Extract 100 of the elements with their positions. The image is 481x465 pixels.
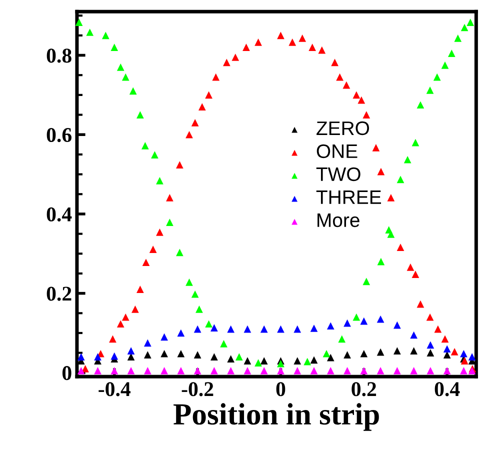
point — [326, 354, 334, 362]
point — [210, 353, 218, 360]
point — [260, 357, 268, 364]
point — [426, 313, 434, 321]
point — [412, 270, 420, 278]
point — [394, 321, 401, 329]
point — [448, 50, 456, 57]
point — [191, 119, 199, 126]
point — [191, 290, 199, 298]
point — [441, 62, 449, 69]
point — [443, 345, 451, 353]
point — [426, 86, 434, 94]
point — [186, 130, 193, 138]
x-tick-label: -0.4 — [98, 382, 130, 396]
y-tick-label: 0.4 — [46, 207, 72, 222]
legend-label: More — [318, 214, 360, 228]
point — [110, 352, 118, 360]
point — [294, 325, 302, 333]
point — [177, 329, 185, 337]
point — [176, 161, 184, 168]
point — [396, 176, 404, 184]
point — [352, 313, 360, 321]
x-tick-label: 0.4 — [434, 382, 460, 396]
point — [358, 96, 366, 104]
point — [387, 230, 395, 238]
point — [394, 367, 401, 374]
point — [129, 87, 137, 95]
point — [310, 324, 318, 332]
point — [342, 81, 350, 89]
point — [277, 325, 284, 333]
point — [151, 151, 158, 159]
point — [102, 32, 110, 40]
point — [336, 73, 344, 81]
point — [377, 258, 385, 266]
point — [396, 244, 404, 251]
point — [387, 194, 395, 202]
point — [122, 313, 130, 321]
point — [242, 44, 250, 52]
point — [260, 367, 268, 374]
point — [288, 38, 296, 46]
point — [212, 73, 220, 81]
point — [160, 367, 168, 374]
point — [235, 353, 243, 360]
point — [186, 278, 193, 286]
point — [416, 101, 424, 109]
point — [205, 320, 212, 328]
point — [144, 339, 152, 347]
point — [232, 54, 240, 61]
point — [222, 58, 230, 66]
point — [310, 356, 318, 364]
point — [344, 319, 351, 327]
point — [227, 355, 235, 362]
point — [127, 367, 135, 374]
point — [426, 367, 434, 374]
point — [122, 73, 130, 81]
point — [443, 367, 451, 374]
point — [360, 317, 368, 325]
point — [454, 34, 462, 42]
point — [412, 138, 420, 146]
point — [426, 349, 434, 357]
point — [308, 44, 316, 52]
x-tick-label: 0 — [276, 382, 286, 396]
point — [166, 218, 174, 226]
point — [75, 18, 83, 26]
point — [260, 325, 268, 333]
point — [294, 367, 302, 374]
point — [210, 324, 218, 332]
point — [326, 367, 334, 374]
point — [244, 367, 252, 374]
point — [310, 367, 318, 374]
point — [468, 353, 476, 360]
point — [194, 351, 202, 358]
point — [254, 359, 262, 366]
y-tick-label: 0.6 — [46, 128, 72, 142]
point — [116, 320, 124, 328]
point — [227, 367, 235, 374]
point — [77, 353, 85, 360]
point — [294, 357, 302, 364]
point — [360, 367, 368, 374]
point — [394, 347, 401, 355]
legend-label: THREE — [316, 190, 382, 204]
point — [433, 73, 441, 81]
point — [352, 91, 360, 99]
point — [360, 350, 368, 358]
point — [338, 335, 346, 343]
point — [434, 325, 442, 333]
point — [466, 18, 474, 26]
point — [94, 367, 102, 374]
point — [298, 34, 306, 42]
point — [86, 28, 94, 36]
x-tick-label: 0.2 — [352, 382, 376, 396]
point — [196, 306, 203, 313]
point — [110, 367, 118, 374]
y-tick-label: 0.8 — [46, 48, 72, 63]
point — [377, 168, 385, 176]
point — [220, 340, 228, 348]
point — [344, 367, 351, 374]
y-tick-label: 0 — [62, 366, 72, 380]
point — [166, 194, 174, 202]
point — [144, 351, 152, 358]
